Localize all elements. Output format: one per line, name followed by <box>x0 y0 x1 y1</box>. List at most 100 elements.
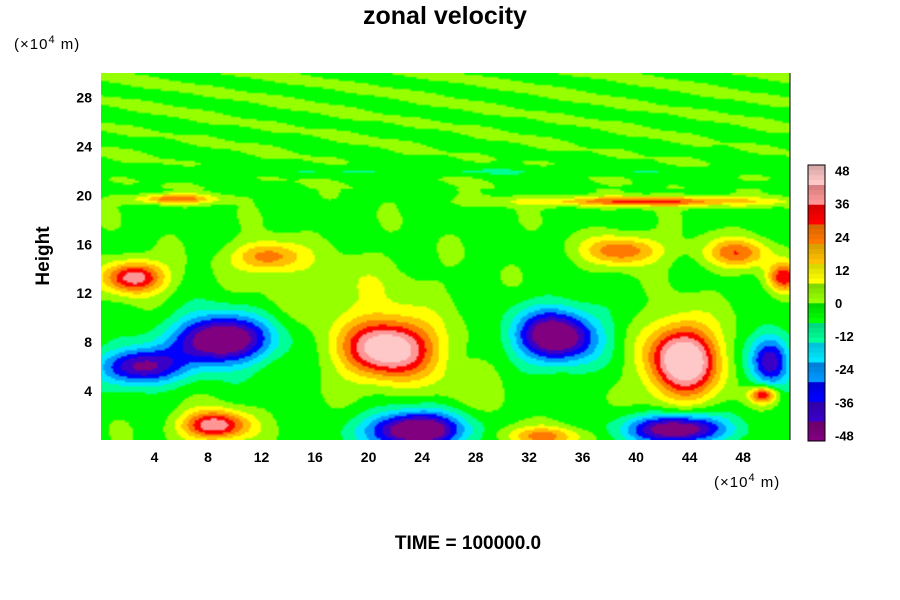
colorbar-sub-band <box>808 396 825 402</box>
colorbar-sub-band <box>808 258 825 264</box>
colorbar-sub-band <box>808 243 825 250</box>
y-axis-ticks: 4 8 12 16 20 24 28 <box>76 89 92 399</box>
colorbar-sub-band <box>808 317 825 324</box>
colorbar-sub-band <box>808 401 825 407</box>
colorbar-sub-band <box>808 204 825 210</box>
colorbar-sub-band <box>808 337 825 343</box>
colorbar-tick-label: 36 <box>835 197 849 212</box>
y-tick-label: 8 <box>84 334 92 350</box>
x-tick-label: 8 <box>204 449 212 465</box>
colorbar-ticks: 48 36 24 12 0 -12 -24 -36 -48 <box>835 164 855 444</box>
x-tick-label: 20 <box>361 449 377 465</box>
colorbar-sub-band <box>808 416 825 422</box>
colorbar-sub-band <box>808 381 825 388</box>
colorbar-tick-label: 48 <box>835 164 849 179</box>
colorbar-sub-band <box>808 372 825 378</box>
y-tick-label: 20 <box>76 187 92 203</box>
colorbar-sub-band <box>808 357 825 363</box>
x-tick-label: 44 <box>682 449 698 465</box>
colorbar-sub-band <box>808 376 825 383</box>
colorbar-sub-band <box>808 391 825 397</box>
chart-title: zonal velocity <box>363 2 527 30</box>
y-tick-label: 4 <box>84 383 92 399</box>
x-tick-label: 16 <box>307 449 323 465</box>
colorbar-sub-band <box>808 298 825 304</box>
colorbar-sub-band <box>808 189 825 195</box>
colorbar-sub-band <box>808 367 825 373</box>
colorbar-tick-label: -24 <box>835 362 855 377</box>
colorbar-tick-label: 0 <box>835 296 842 311</box>
colorbar-sub-band <box>808 263 825 269</box>
colorbar-sub-band <box>808 312 825 319</box>
colorbar-sub-band <box>808 426 825 432</box>
colorbar-sub-band <box>808 431 825 437</box>
x-tick-label: 48 <box>735 449 751 465</box>
colorbar-sub-band <box>808 174 825 181</box>
colorbar-sub-band <box>808 169 825 176</box>
colorbar-sub-band <box>808 273 825 279</box>
colorbar-sub-band <box>808 253 825 259</box>
colorbar-sub-band <box>808 288 825 294</box>
velocity-heatmap <box>101 73 790 440</box>
y-unit-prefix: (×10 <box>14 36 48 53</box>
colorbar-sub-band <box>808 179 825 186</box>
x-tick-label: 4 <box>151 449 159 465</box>
colorbar-sub-band <box>808 307 825 314</box>
colorbar-sub-band <box>808 194 825 200</box>
colorbar-sub-band <box>808 278 825 284</box>
y-tick-label: 16 <box>76 236 92 252</box>
y-unit-exponent: 4 <box>48 34 55 46</box>
colorbar-sub-band <box>808 362 825 368</box>
x-tick-label: 36 <box>575 449 591 465</box>
x-tick-label: 28 <box>468 449 484 465</box>
colorbar-sub-band <box>808 347 825 353</box>
colorbar-sub-band <box>808 327 825 333</box>
y-tick-label: 28 <box>76 89 92 105</box>
colorbar-sub-band <box>808 199 825 205</box>
colorbar-border <box>807 164 826 442</box>
colorbar <box>807 164 826 442</box>
colorbar-sub-band <box>808 165 825 171</box>
colorbar-tick-label: 12 <box>835 263 849 278</box>
colorbar-sub-band <box>808 436 825 442</box>
time-label: TIME = 100000.0 <box>395 533 541 554</box>
x-unit-prefix: (×10 <box>714 474 748 491</box>
y-unit-suffix: m) <box>56 36 81 53</box>
colorbar-tick-label: -36 <box>835 395 854 410</box>
colorbar-sub-band <box>808 229 825 235</box>
colorbar-tick-label: -48 <box>835 428 854 443</box>
colorbar-sub-band <box>808 209 825 215</box>
colorbar-sub-band <box>808 268 825 274</box>
x-tick-label: 32 <box>521 449 537 465</box>
x-tick-label: 40 <box>628 449 644 465</box>
y-tick-label: 12 <box>76 285 92 301</box>
colorbar-sub-band <box>808 283 825 289</box>
colorbar-sub-band <box>808 224 825 230</box>
colorbar-tick-label: 24 <box>835 230 850 245</box>
colorbar-sub-band <box>808 352 825 358</box>
x-axis-ticks: 4 8 12 16 20 24 28 32 36 40 44 48 <box>151 449 752 465</box>
colorbar-sub-band <box>808 303 825 309</box>
x-unit-exponent: 4 <box>748 472 755 484</box>
colorbar-sub-band <box>808 219 825 225</box>
colorbar-sub-band <box>808 406 825 412</box>
colorbar-sub-band <box>808 411 825 417</box>
colorbar-sub-band <box>808 184 825 190</box>
y-axis-label: Height <box>33 226 54 286</box>
colorbar-tick-label: -12 <box>835 329 854 344</box>
y-tick-label: 24 <box>76 138 92 154</box>
colorbar-sub-band <box>808 322 825 328</box>
x-tick-label: 24 <box>414 449 430 465</box>
colorbar-sub-band <box>808 421 825 427</box>
colorbar-sub-band <box>808 234 825 240</box>
colorbar-sub-band <box>808 238 825 245</box>
colorbar-sub-band <box>808 332 825 338</box>
colorbar-sub-band <box>808 248 825 255</box>
y-unit-label: (×104 m) <box>14 34 80 53</box>
x-unit-label: (×104 m) <box>714 472 780 491</box>
colorbar-sub-band <box>808 293 825 299</box>
colorbar-sub-band <box>808 386 825 393</box>
x-tick-label: 12 <box>254 449 270 465</box>
colorbar-sub-band <box>808 214 825 220</box>
